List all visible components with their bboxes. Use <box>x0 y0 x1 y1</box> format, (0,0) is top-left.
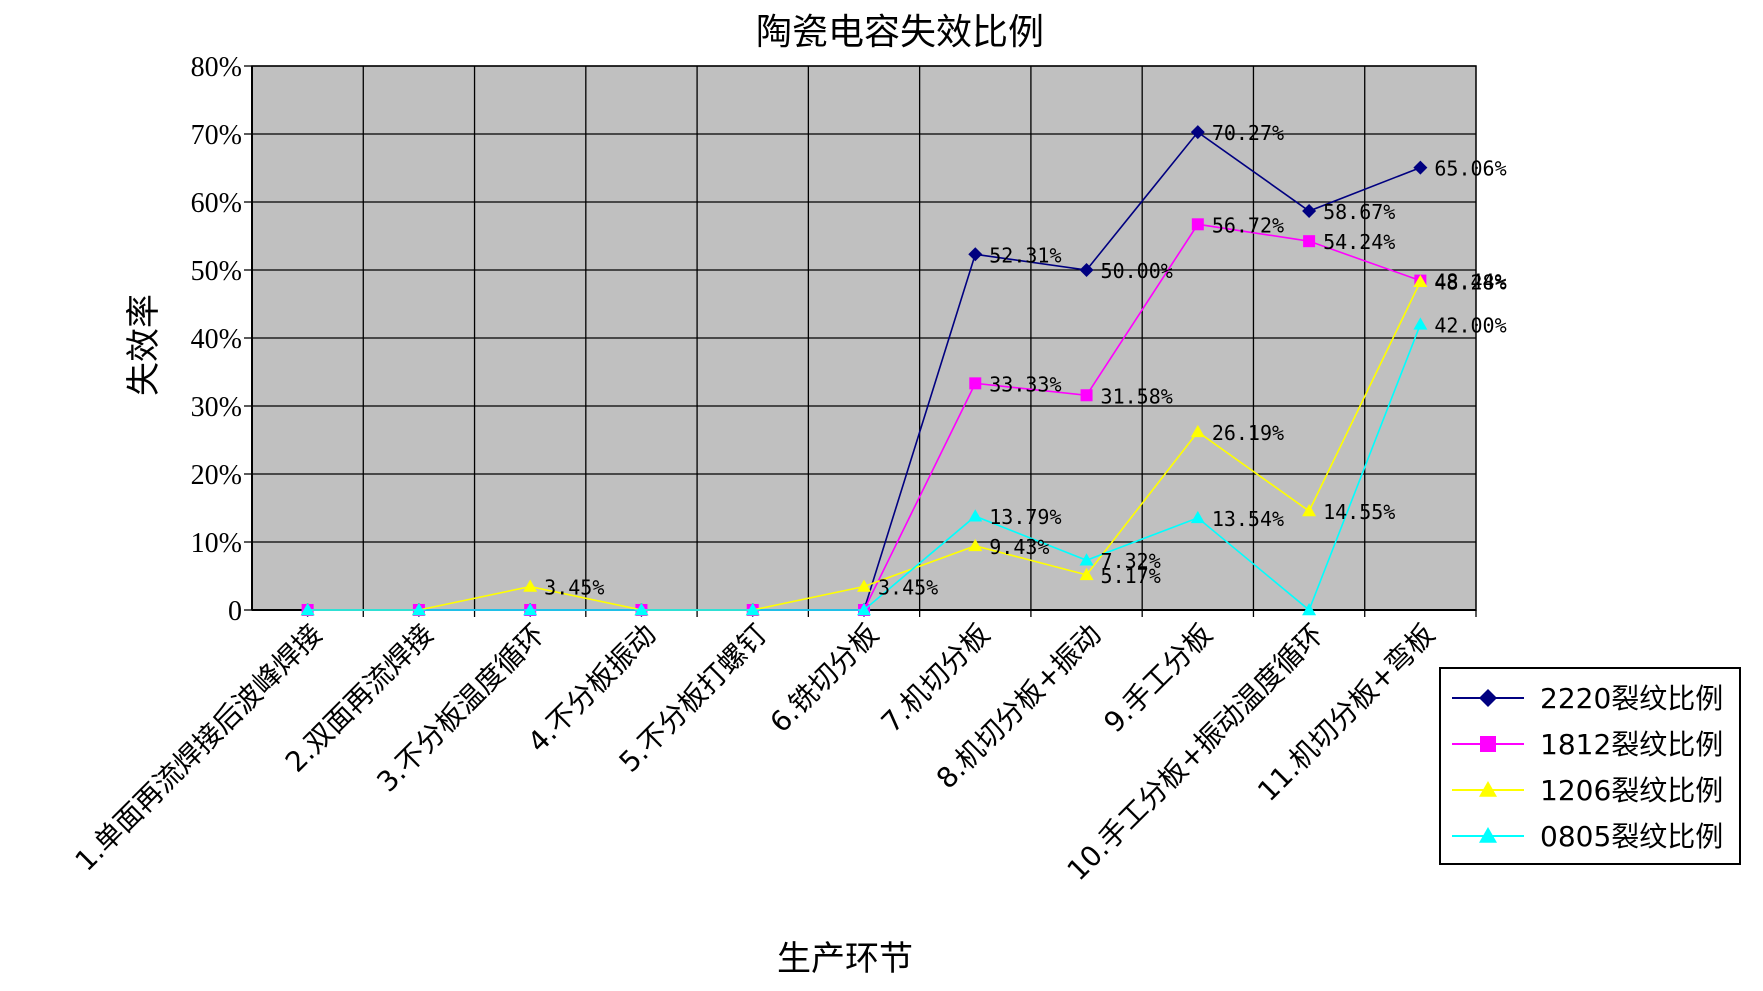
data-point <box>634 603 649 616</box>
data-point <box>523 603 538 616</box>
data-label: 26.19% <box>1212 421 1284 445</box>
y-tick-label: 60% <box>191 188 242 219</box>
data-label: 31.58% <box>1101 384 1173 408</box>
chart-title: 陶瓷电容失效比例 <box>756 12 1044 53</box>
y-tick-label: 10% <box>191 528 242 559</box>
y-tick-label: 30% <box>191 392 242 423</box>
data-label: 70.27% <box>1212 121 1284 145</box>
data-point <box>1302 504 1317 517</box>
x-tick-label: 7.机切分板 <box>875 618 996 739</box>
data-point <box>857 579 871 592</box>
y-tick-label: 40% <box>191 324 242 355</box>
data-point <box>968 509 983 522</box>
data-point <box>1079 553 1094 566</box>
data-point <box>300 603 315 616</box>
data-point <box>1302 603 1317 616</box>
data-label: 65.06% <box>1434 157 1506 181</box>
data-label: 56.72% <box>1212 213 1284 237</box>
legend-entry: 2220裂纹比例 <box>1540 682 1723 715</box>
legend-entry: 1812裂纹比例 <box>1540 728 1723 761</box>
legend-marker <box>1480 736 1496 752</box>
data-label: 42.00% <box>1434 313 1506 337</box>
y-axis-title: 失效率 <box>124 294 164 396</box>
data-label: 13.79% <box>989 505 1061 529</box>
data-label: 54.24% <box>1323 230 1395 254</box>
y-tick-label: 80% <box>191 52 242 83</box>
y-tick-label: 50% <box>191 256 242 287</box>
legend: 2220裂纹比例 1812裂纹比例 1206裂纹比例 0805裂纹比例 <box>1439 667 1741 865</box>
data-label: 33.33% <box>989 372 1061 396</box>
data-point <box>411 603 426 616</box>
data-point <box>1190 424 1205 438</box>
data-point <box>969 377 982 390</box>
data-label: 14.55% <box>1323 500 1395 524</box>
data-label: 3.45% <box>544 576 604 600</box>
data-point <box>1190 510 1205 524</box>
x-tick-label: 6.铣切分板 <box>764 618 885 739</box>
data-label: 5.17% <box>1101 564 1161 588</box>
data-label: 48.44% <box>1434 270 1506 294</box>
data-point <box>968 538 983 552</box>
data-point <box>1303 235 1316 248</box>
data-point <box>857 603 871 616</box>
data-point <box>1080 389 1093 402</box>
data-point <box>523 579 538 592</box>
data-point <box>1413 317 1428 330</box>
data-point <box>1079 567 1094 581</box>
data-label: 13.54% <box>1212 507 1284 531</box>
legend-marker <box>1479 781 1497 797</box>
data-point <box>968 247 983 262</box>
data-label: 9.43% <box>989 535 1049 559</box>
data-point <box>1413 160 1428 175</box>
legend-marker <box>1479 689 1497 707</box>
y-tick-label: 70% <box>191 120 242 151</box>
data-label: 7.32% <box>1101 549 1161 573</box>
y-tick-label: 20% <box>191 460 242 491</box>
legend-entry: 0805裂纹比例 <box>1540 820 1723 853</box>
data-point <box>745 603 760 616</box>
data-point <box>1190 125 1205 140</box>
x-axis-title: 生产环节 <box>777 939 913 979</box>
data-label: 3.45% <box>878 576 938 600</box>
data-point <box>1079 263 1094 277</box>
data-point <box>1302 204 1317 219</box>
data-label: 52.31% <box>989 243 1061 267</box>
data-label: 48.28% <box>1434 271 1506 295</box>
legend-entry: 1206裂纹比例 <box>1540 774 1723 807</box>
data-label: 50.00% <box>1101 259 1173 283</box>
data-point <box>1191 218 1204 231</box>
x-tick-label: 9.手工分板 <box>1097 618 1218 739</box>
y-tick-label: 0 <box>228 596 242 627</box>
data-label: 58.67% <box>1323 200 1395 224</box>
legend-marker <box>1479 827 1497 843</box>
plot-area: 010%20%30%40%50%60%70%80%1.单面再流焊接后波峰焊接2.… <box>69 52 1507 887</box>
data-point <box>1413 274 1428 287</box>
